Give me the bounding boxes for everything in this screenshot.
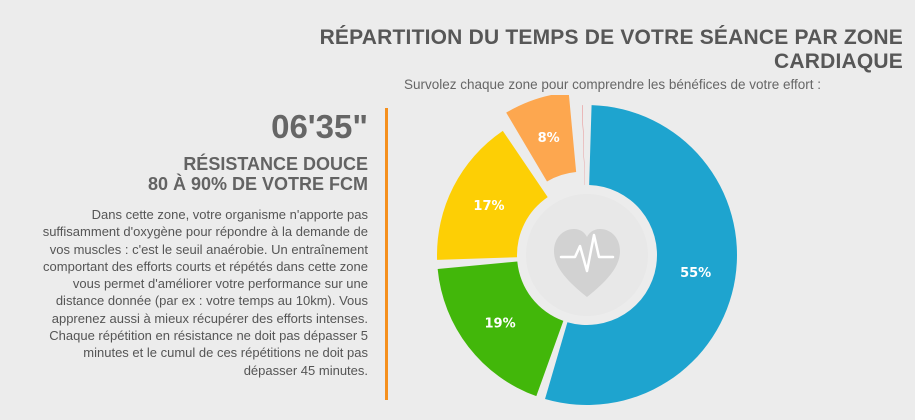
- donut-svg: 55% 19% 17% 8%: [437, 92, 737, 406]
- donut-segment-5[interactable]: [582, 105, 585, 186]
- segment-label-3: 17%: [473, 199, 504, 214]
- chart-header: RÉPARTITION DU TEMPS DE VOTRE SÉANCE PAR…: [253, 26, 903, 92]
- segment-label-2: 19%: [485, 316, 516, 331]
- zone-detail-panel: 06'35" RÉSISTANCE DOUCE 80 À 90% DE VOTR…: [30, 108, 368, 379]
- donut-chart: 55% 19% 17% 8%: [437, 92, 767, 415]
- zone-range: 80 À 90% DE VOTRE FCM: [147, 174, 368, 194]
- donut-segment-3[interactable]: [437, 130, 548, 260]
- donut-segment-4[interactable]: [506, 92, 577, 182]
- segment-label-1: 55%: [680, 266, 711, 281]
- heart-rate-icon: [554, 229, 620, 297]
- zone-name: RÉSISTANCE DOUCE: [183, 154, 368, 174]
- donut-segment-2[interactable]: [437, 261, 564, 397]
- accent-divider: [385, 108, 388, 400]
- segment-label-4: 8%: [538, 131, 560, 146]
- chart-title: RÉPARTITION DU TEMPS DE VOTRE SÉANCE PAR…: [319, 26, 903, 73]
- zone-time: 06'35": [271, 108, 368, 145]
- chart-subtitle: Survolez chaque zone pour comprendre les…: [404, 77, 821, 92]
- donut-segment-1[interactable]: [545, 105, 737, 406]
- zone-description: Dans cette zone, votre organisme n'appor…: [42, 207, 368, 378]
